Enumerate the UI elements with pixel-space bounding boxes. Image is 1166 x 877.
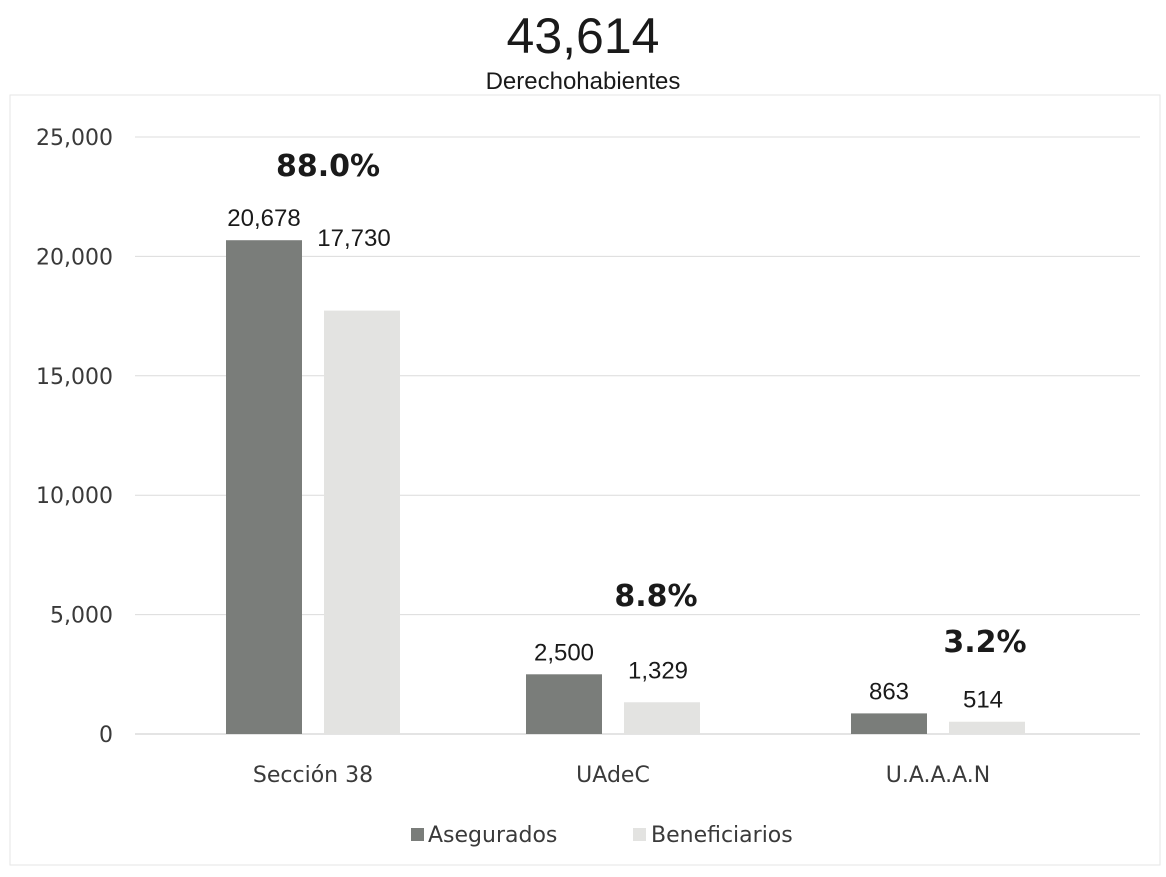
data-labels: 20,678 17,730 2,500 1,329 863 514 [227, 205, 1003, 714]
data-label: 1,329 [628, 657, 688, 684]
y-axis: 0 5,000 10,000 15,000 20,000 25,000 [36, 126, 113, 748]
x-category-label: UAdeC [576, 763, 650, 788]
legend-label: Beneficiarios [651, 823, 793, 848]
x-category-label: Sección 38 [253, 763, 373, 788]
data-label: 17,730 [317, 225, 390, 252]
legend-label: Asegurados [428, 823, 557, 848]
data-label: 514 [963, 687, 1003, 714]
chart-frame [9, 94, 1161, 866]
percent-annotation: 8.8% [614, 579, 697, 614]
percent-annotations: 88.0% 8.8% 3.2% [276, 149, 1027, 660]
x-axis: Sección 38 UAdeC U.A.A.A.N [253, 763, 990, 788]
y-tick-label: 25,000 [36, 126, 113, 151]
y-tick-label: 20,000 [36, 245, 113, 270]
data-label: 863 [869, 678, 909, 705]
percent-annotation: 3.2% [943, 625, 1026, 660]
percent-annotation: 88.0% [276, 149, 380, 184]
bar-asegurados [851, 713, 927, 734]
data-label: 20,678 [227, 205, 300, 232]
x-category-label: U.A.A.A.N [886, 763, 991, 788]
bar-beneficiarios [624, 702, 700, 734]
y-tick-label: 10,000 [36, 484, 113, 509]
bar-beneficiarios [949, 721, 1025, 734]
y-tick-label: 15,000 [36, 365, 113, 390]
bar-beneficiarios [324, 310, 400, 734]
chart-title: 43,614 [507, 8, 660, 64]
bar-asegurados [526, 674, 602, 734]
y-tick-label: 0 [99, 723, 113, 748]
legend-swatch [633, 828, 646, 841]
y-tick-label: 5,000 [50, 604, 113, 629]
legend: Asegurados Beneficiarios [411, 823, 793, 848]
bar-asegurados [226, 240, 302, 735]
chart-subtitle: Derechohabientes [486, 68, 681, 95]
bars [226, 240, 1025, 735]
legend-swatch [411, 828, 424, 841]
data-label: 2,500 [534, 639, 594, 666]
